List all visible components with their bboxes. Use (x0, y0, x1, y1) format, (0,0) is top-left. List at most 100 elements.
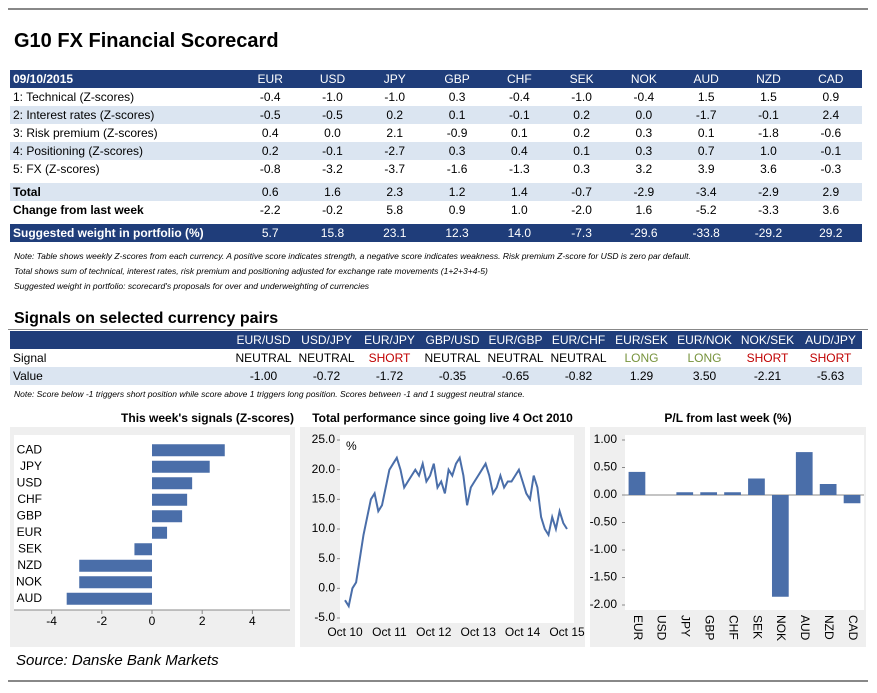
cell: -1.00 (232, 367, 295, 385)
cell: 0.9 (448, 203, 466, 217)
cell: -0.4 (633, 90, 655, 104)
cell: -29.6 (612, 224, 676, 242)
y-tick-label: 0.00 (594, 487, 618, 501)
top-rule (8, 8, 868, 10)
cell: 0.1 (697, 126, 715, 140)
y-tick-label: 25.0 (312, 432, 336, 446)
y-tick-label: 0.50 (594, 460, 618, 474)
y-tick-label: 5.0 (318, 551, 335, 565)
x-tick-label: EUR (631, 615, 645, 641)
x-tick-label: NZD (822, 615, 836, 640)
cell: 0.7 (675, 142, 738, 160)
cell: -0.4 (259, 90, 281, 104)
cell: -2.9 (612, 183, 676, 201)
header-cell: NOK/SEK (736, 331, 799, 349)
header-cell: AUD/JPY (799, 331, 862, 349)
x-tick-label: Oct 13 (461, 625, 497, 639)
bar (819, 484, 837, 495)
chart-title: This week's signals (Z-scores) (121, 411, 294, 425)
bar (628, 471, 646, 495)
y-tick-label: -2.00 (590, 597, 618, 611)
cell: -0.4 (508, 90, 530, 104)
bar (79, 576, 152, 589)
header-cell: EUR/GBP (484, 331, 547, 349)
cell: -2.2 (259, 203, 281, 217)
cell: 0.2 (573, 126, 590, 140)
cell: -3.7 (384, 162, 406, 176)
cell: -1.7 (675, 106, 738, 124)
table-row: 4: Positioning (Z-scores) 0.2 -0.1 -2.7 0.3 0… (10, 142, 862, 160)
cell: 14.0 (488, 224, 551, 242)
x-tick-label: Oct 15 (549, 625, 585, 639)
cell: -0.82 (547, 367, 610, 385)
cell: 3.50 (673, 367, 736, 385)
cell: 1.6 (635, 203, 653, 217)
cell: 0.1 (510, 126, 528, 140)
cell: 23.1 (363, 224, 426, 242)
cell: -0.8 (259, 162, 281, 176)
cell: -29.2 (737, 224, 800, 242)
cell: 0.4 (488, 142, 551, 160)
x-tick-label: CHF (726, 615, 740, 640)
header-cell (10, 331, 232, 349)
signals-table: EUR/USD USD/JPY EUR/JPY GBP/USD EUR/GBP EUR/C… (10, 331, 862, 385)
cell: 0.3 (635, 126, 653, 140)
x-tick-label: -2 (96, 614, 107, 628)
cell: NEUTRAL (487, 351, 544, 365)
cell: -0.72 (295, 367, 358, 385)
table-row: 2: Interest rates (Z-scores) -0.5 -0.5 0.2 0… (10, 106, 862, 124)
y-tick-label: -0.50 (590, 515, 618, 529)
x-tick-label: AUD (798, 615, 812, 641)
x-tick-label: Oct 12 (416, 625, 452, 639)
bottom-rule (8, 680, 868, 682)
cell: NEUTRAL (235, 351, 292, 365)
cell: 29.2 (799, 224, 862, 242)
y-tick-label: 15.0 (312, 492, 336, 506)
cell: 0.1 (550, 142, 613, 160)
table-row: 09/10/2015 EUR USD JPY GBP CHF SEK NOK AUD NZD CAD (10, 70, 862, 88)
cell: -2.21 (736, 367, 799, 385)
note: Suggested weight in portfolio: scorecard… (14, 281, 370, 291)
cell: -5.63 (799, 367, 862, 385)
bar (134, 543, 152, 556)
cell: NZD (737, 70, 800, 88)
row-label: 3: Risk premium (Z-scores) (13, 126, 158, 140)
header-cell: GBP/USD (421, 331, 484, 349)
x-tick-label: JPY (679, 615, 693, 637)
bar (843, 495, 861, 504)
table-row: 3: Risk premium (Z-scores) 0.4 0.0 2.1 -0.9 0… (10, 124, 862, 142)
row-label: Change from last week (13, 203, 144, 217)
row-label: 5: FX (Z-scores) (13, 162, 100, 176)
cell: -2.9 (737, 183, 800, 201)
y-tick-label: 0.0 (318, 581, 335, 595)
y-tick-label: USD (17, 475, 43, 489)
cell: SHORT (746, 351, 789, 365)
cell: -0.2 (322, 203, 343, 217)
y-tick-label: 10.0 (312, 521, 336, 535)
cell: -1.0 (322, 90, 343, 104)
cell: AUD (675, 70, 738, 88)
cell: 0.3 (612, 142, 676, 160)
x-tick-label: CAD (846, 615, 860, 641)
cell: -0.3 (820, 162, 842, 176)
bar (79, 559, 152, 572)
cell: -1.3 (508, 162, 530, 176)
page-title: G10 FX Financial Scorecard (14, 30, 279, 52)
cell: -1.8 (758, 126, 779, 140)
cell: NEUTRAL (298, 351, 355, 365)
note: Total shows sum of technical, interest r… (14, 266, 488, 276)
cell: SEK (550, 70, 613, 88)
row-label: 1: Technical (Z-scores) (13, 90, 135, 104)
table-row: 1: Technical (Z-scores) -0.4 -1.0 -1.0 0.3 -0… (10, 88, 862, 106)
cell: -0.35 (421, 367, 484, 385)
table-row: 5: FX (Z-scores) -0.8 -3.2 -3.7 -1.6 -1.3 0.3 3… (10, 160, 862, 178)
cell: 12.3 (425, 224, 489, 242)
cell: 1.5 (697, 90, 715, 104)
header-cell: EUR/SEK (610, 331, 673, 349)
cell: CHF (488, 70, 551, 88)
cell: -2.7 (363, 142, 426, 160)
cell: 1.5 (760, 90, 777, 104)
table-row: Value -1.00 -0.72 -1.72 -0.35 -0.65 -0.82 1.29 3… (10, 367, 862, 385)
cell: 1.29 (610, 367, 673, 385)
header-cell: EUR/USD (232, 331, 295, 349)
